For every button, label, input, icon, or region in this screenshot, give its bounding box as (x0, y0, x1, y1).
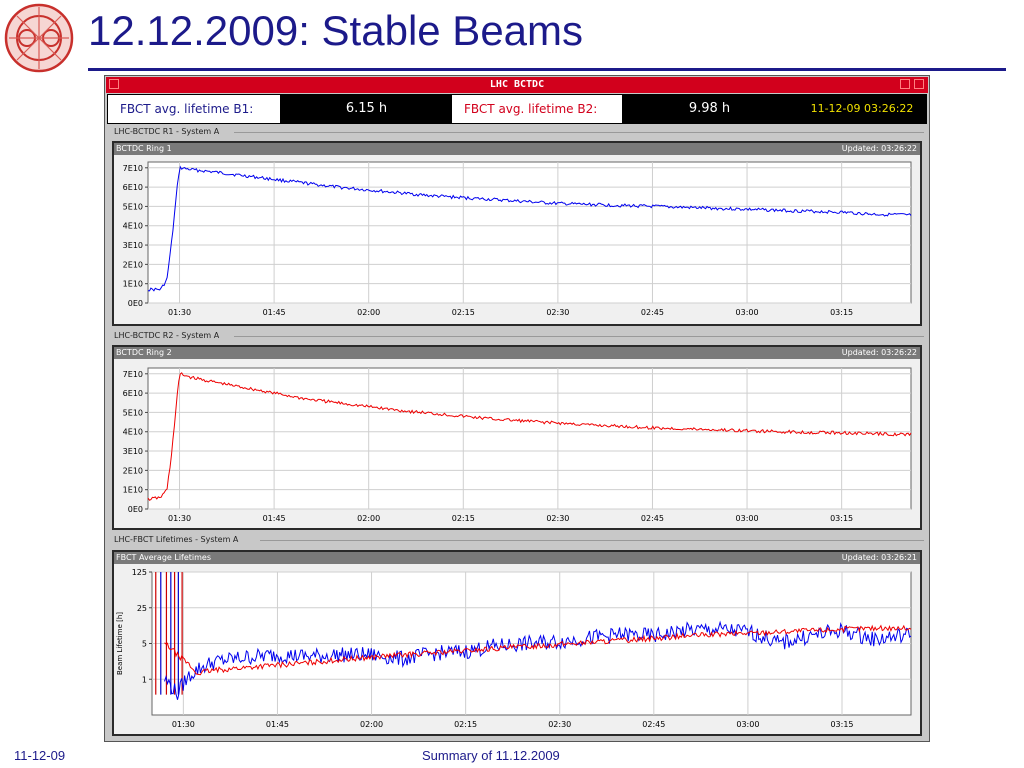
series-line-1 (147, 372, 912, 501)
x-tick-label: 01:30 (168, 514, 191, 523)
window-menu-button[interactable] (109, 79, 119, 89)
chart-bctdc-ring-1: BCTDC Ring 1 Updated: 03:26:22 01:30 01:4… (112, 141, 922, 326)
y-tick-label: 3E10 (123, 241, 143, 250)
y-tick-label: 4E10 (123, 222, 143, 231)
y-tick-label: 3E10 (123, 447, 143, 456)
y-tick-label: 0E0 (128, 505, 143, 514)
x-tick-label: 02:30 (546, 308, 569, 317)
chart-title: BCTDC Ring 1 (116, 144, 172, 153)
y-tick-label: 25 (137, 604, 147, 613)
chart-title: BCTDC Ring 2 (116, 348, 172, 357)
chart-fbct-average-lifetimes: FBCT Average Lifetimes Updated: 03:26:21… (112, 550, 922, 736)
b1-lifetime-label: FBCT avg. lifetime B1: (108, 95, 280, 123)
plot-background (147, 161, 912, 304)
y-tick-label: 2E10 (123, 260, 143, 269)
chart-updated: Updated: 03:26:22 (841, 348, 917, 357)
lifetime-readout-bar: FBCT avg. lifetime B1: 6.15 h FBCT avg. … (107, 94, 927, 124)
x-tick-label: 02:30 (548, 720, 571, 729)
chart-bctdc-ring-2: BCTDC Ring 2 Updated: 03:26:22 01:30 01:4… (112, 345, 922, 530)
chart-title: FBCT Average Lifetimes (116, 553, 212, 562)
title-divider (88, 68, 1006, 71)
x-tick-label: 03:00 (736, 308, 759, 317)
chart-header: FBCT Average Lifetimes Updated: 03:26:21 (114, 552, 920, 564)
window-minimize-button[interactable] (900, 79, 910, 89)
series-line-1 (147, 165, 912, 292)
y-tick-label: 6E10 (123, 183, 143, 192)
y-tick-label: 7E10 (123, 164, 143, 173)
x-tick-label: 02:00 (357, 514, 380, 523)
y-tick-label: 5E10 (123, 202, 143, 211)
group-rule-lifetimes (260, 540, 924, 541)
y-tick-label: 1E10 (123, 280, 143, 289)
window-maximize-button[interactable] (914, 79, 924, 89)
group-label-r2: LHC-BCTDC R2 - System A (114, 331, 220, 340)
x-tick-label: 03:15 (830, 514, 853, 523)
y-tick-label: 5E10 (123, 408, 143, 417)
window-titlebar: LHC BCTDC (106, 77, 928, 93)
y-tick-label: 4E10 (123, 428, 143, 437)
x-tick-label: 03:00 (736, 720, 759, 729)
x-tick-label: 02:00 (360, 720, 383, 729)
x-tick-label: 02:30 (546, 514, 569, 523)
x-tick-label: 02:00 (357, 308, 380, 317)
x-tick-label: 02:45 (642, 720, 665, 729)
x-tick-label: 01:45 (266, 720, 289, 729)
y-tick-label: 125 (132, 568, 147, 577)
x-tick-label: 02:15 (454, 720, 477, 729)
y-tick-label: 1 (142, 675, 147, 684)
x-tick-label: 03:00 (736, 514, 759, 523)
cern-logo (4, 3, 74, 73)
x-tick-label: 01:30 (172, 720, 195, 729)
chart-header: BCTDC Ring 1 Updated: 03:26:22 (114, 143, 920, 155)
footer-date: 11-12-09 (14, 748, 66, 763)
x-tick-label: 01:45 (263, 308, 286, 317)
y-axis-label: Beam Lifetime [h] (116, 612, 124, 675)
x-tick-label: 03:15 (830, 720, 853, 729)
y-tick-label: 5 (142, 640, 147, 649)
window-title: LHC BCTDC (489, 79, 545, 90)
x-tick-label: 01:45 (263, 514, 286, 523)
group-rule-r2 (234, 336, 924, 337)
plot-area: 01:30 01:45 02:00 02:15 02:30 02:45 03:00 03:15… (116, 568, 912, 729)
chart-updated: Updated: 03:26:21 (841, 553, 917, 562)
plot-background (147, 367, 912, 510)
plot-area: 01:30 01:45 02:00 02:15 02:30 02:45 03:00 03:15… (123, 367, 912, 523)
slide-title: 12.12.2009: Stable Beams (88, 7, 584, 54)
chart-updated: Updated: 03:26:22 (841, 144, 917, 153)
group-rule-r1 (234, 132, 924, 133)
readout-timestamp: 11-12-09 03:26:22 (810, 102, 914, 115)
y-tick-label: 1E10 (123, 486, 143, 495)
x-tick-label: 02:45 (641, 514, 664, 523)
b2-lifetime-label: FBCT avg. lifetime B2: (452, 95, 622, 123)
chart-header: BCTDC Ring 2 Updated: 03:26:22 (114, 347, 920, 359)
group-label-r1: LHC-BCTDC R1 - System A (114, 127, 220, 136)
series-line-2 (164, 624, 912, 676)
x-tick-label: 02:15 (452, 308, 475, 317)
b2-lifetime-value: 9.98 h (688, 101, 731, 116)
x-tick-label: 01:30 (168, 308, 191, 317)
b1-lifetime-value: 6.15 h (345, 101, 388, 116)
series-line-1 (164, 620, 912, 700)
x-tick-label: 02:45 (641, 308, 664, 317)
x-tick-label: 02:15 (452, 514, 475, 523)
x-tick-label: 03:15 (830, 308, 853, 317)
plot-area: 01:30 01:45 02:00 02:15 02:30 02:45 03:00 03:15… (123, 161, 912, 317)
y-tick-label: 7E10 (123, 370, 143, 379)
group-label-lifetimes: LHC-FBCT Lifetimes - System A (114, 535, 239, 544)
footer-text: Summary of 11.12.2009 (422, 748, 560, 763)
y-tick-label: 0E0 (128, 299, 143, 308)
y-tick-label: 6E10 (123, 389, 143, 398)
y-tick-label: 2E10 (123, 466, 143, 475)
